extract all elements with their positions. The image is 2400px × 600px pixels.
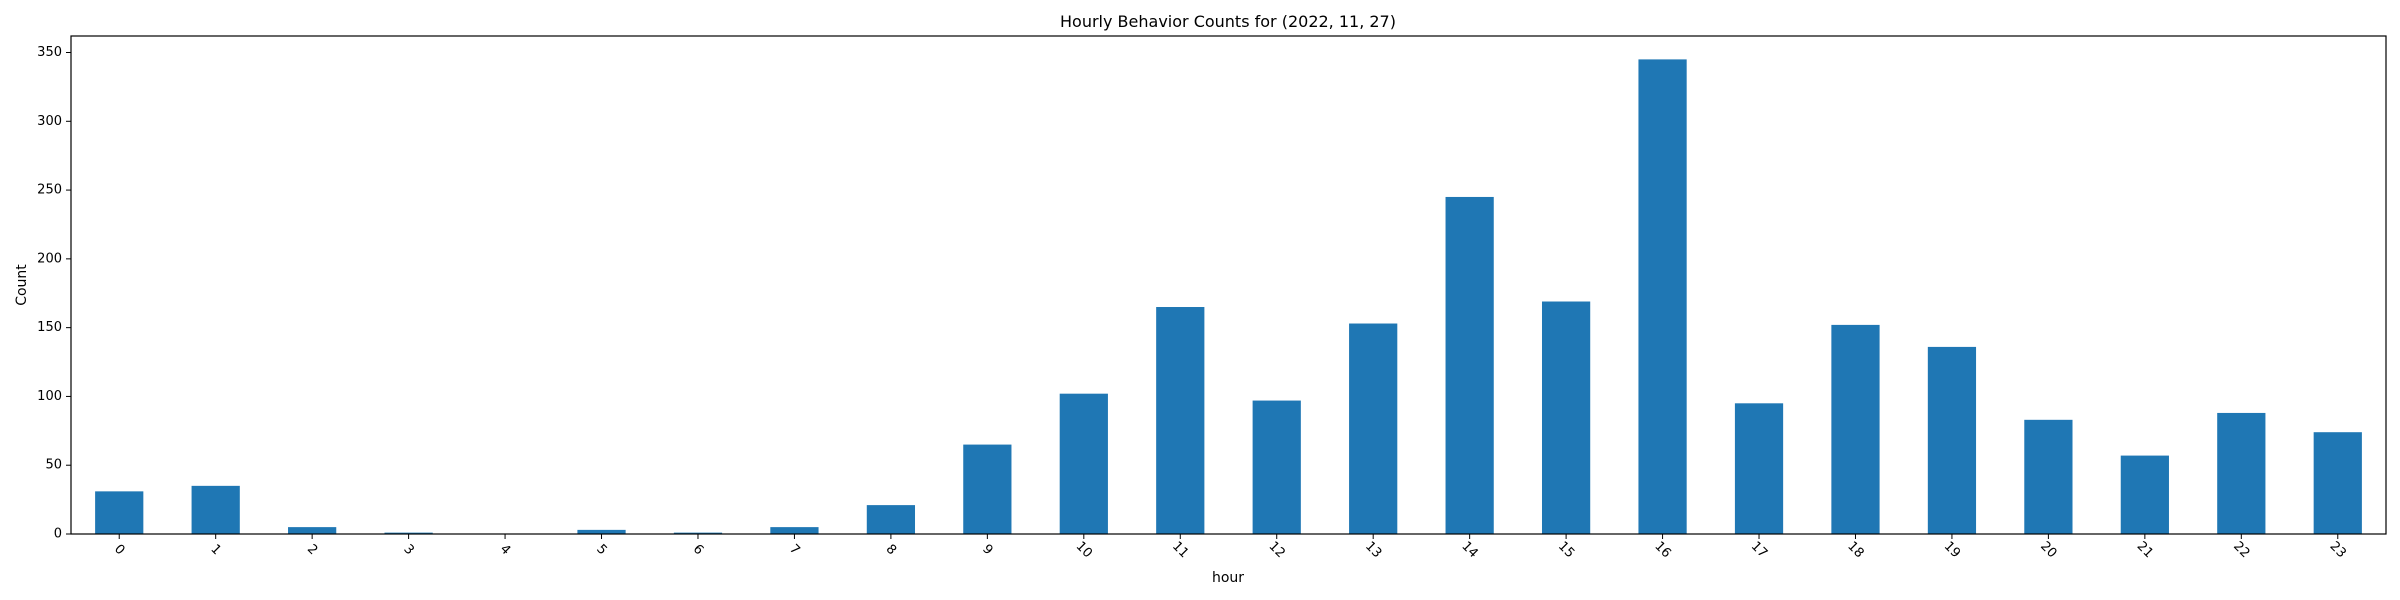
x-tick-label: 19 bbox=[1941, 539, 1963, 561]
bar-hour-10 bbox=[1059, 393, 1108, 534]
x-tick-label: 0 bbox=[111, 542, 127, 558]
bar-hour-17 bbox=[1734, 403, 1784, 534]
y-tick-label: 0 bbox=[54, 527, 62, 542]
bar-hour-23 bbox=[2313, 432, 2362, 534]
x-tick-label: 6 bbox=[690, 542, 706, 558]
x-tick-label: 1 bbox=[207, 542, 223, 558]
y-tick-label: 150 bbox=[37, 320, 62, 335]
bar-hour-1 bbox=[191, 485, 240, 534]
bar-hour-6 bbox=[673, 532, 723, 534]
y-tick-label: 350 bbox=[37, 45, 62, 60]
bar-hour-21 bbox=[2120, 455, 2169, 534]
x-tick-label: 18 bbox=[1844, 539, 1866, 561]
bar-hour-15 bbox=[1541, 301, 1591, 534]
x-tick-label: 15 bbox=[1555, 539, 1577, 561]
y-tick-label: 100 bbox=[37, 389, 62, 404]
bars-group bbox=[95, 59, 2362, 534]
x-tick-label: 7 bbox=[786, 542, 802, 558]
y-tick-label: 300 bbox=[37, 114, 62, 129]
bar-hour-3 bbox=[384, 532, 433, 534]
y-tick-label: 250 bbox=[37, 183, 62, 198]
bar-hour-8 bbox=[866, 505, 916, 534]
x-tick-label: 16 bbox=[1651, 539, 1673, 561]
x-tick-label: 4 bbox=[497, 542, 513, 558]
bar-hour-13 bbox=[1349, 323, 1398, 534]
x-tick-label: 20 bbox=[2037, 539, 2059, 561]
bar-hour-19 bbox=[1927, 346, 1977, 534]
x-tick-label: 8 bbox=[883, 542, 899, 558]
chart-title: Hourly Behavior Counts for (2022, 11, 27… bbox=[1060, 12, 1396, 31]
y-tick-label: 200 bbox=[37, 251, 62, 266]
bar-hour-12 bbox=[1252, 400, 1301, 534]
x-axis-label: hour bbox=[1212, 570, 1244, 586]
x-tick-label: 23 bbox=[2327, 539, 2349, 561]
bar-hour-7 bbox=[770, 527, 819, 534]
x-tick-label: 21 bbox=[2134, 539, 2156, 561]
y-axis: 0 50 100 150 200 250 300 350 bbox=[37, 45, 71, 542]
bar-hour-11 bbox=[1156, 307, 1205, 534]
x-tick-label: 3 bbox=[400, 542, 416, 558]
bar-hour-14 bbox=[1445, 196, 1494, 534]
x-tick-label: 2 bbox=[304, 542, 320, 558]
bar-hour-2 bbox=[288, 527, 337, 534]
bar-hour-0 bbox=[95, 491, 144, 534]
bar-hour-16 bbox=[1638, 59, 1687, 534]
y-axis-label: Count bbox=[14, 264, 30, 306]
bar-hour-9 bbox=[963, 444, 1012, 534]
y-tick-label: 50 bbox=[45, 458, 62, 473]
x-tick-label: 13 bbox=[1362, 539, 1384, 561]
bar-hour-5 bbox=[577, 529, 626, 534]
bar-hour-18 bbox=[1831, 324, 1880, 534]
x-axis: 0 1 2 3 4 5 6 7 8 9 10 11 12 13 14 15 16 17 18 19 20 21 22 23 bbox=[111, 534, 2349, 561]
x-tick-label: 12 bbox=[1266, 539, 1288, 561]
x-tick-label: 17 bbox=[1748, 539, 1770, 561]
x-tick-label: 9 bbox=[979, 542, 995, 558]
bar-hour-22 bbox=[2217, 412, 2266, 534]
x-tick-label: 14 bbox=[1458, 539, 1480, 561]
x-tick-label: 22 bbox=[2230, 539, 2252, 561]
plot-frame bbox=[70, 35, 2387, 535]
x-tick-label: 10 bbox=[1073, 539, 1095, 561]
bar-hour-20 bbox=[2024, 419, 2073, 534]
x-tick-label: 5 bbox=[593, 542, 609, 558]
x-tick-label: 11 bbox=[1169, 539, 1191, 561]
